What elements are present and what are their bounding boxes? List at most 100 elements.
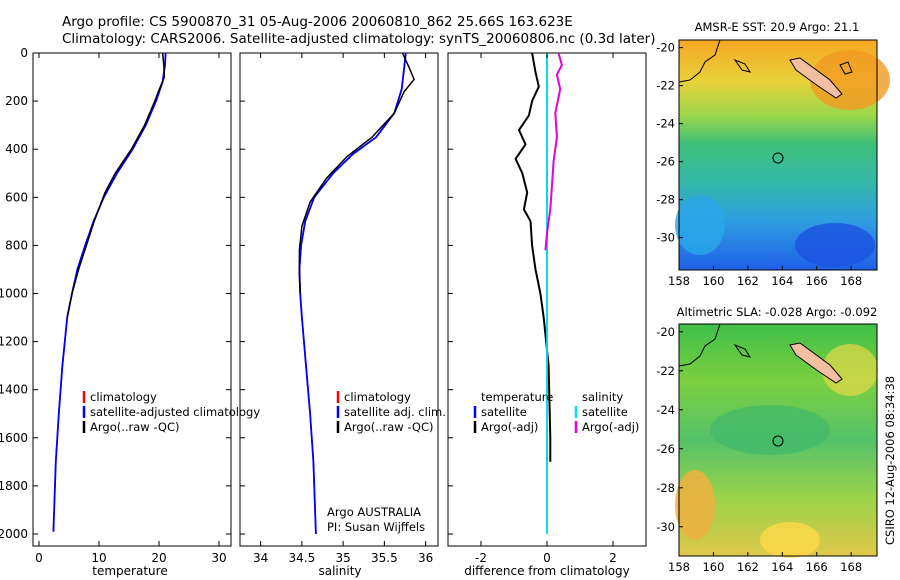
y-tick-label: 800 xyxy=(5,238,28,252)
y-tick-label: 600 xyxy=(5,190,28,204)
float-pi: PI: Susan Wijffels xyxy=(327,520,425,534)
new-caledonia-island xyxy=(789,342,843,384)
australia-coast xyxy=(678,39,721,83)
sst-float-marker xyxy=(772,152,784,164)
map-x-tick-label: 166 xyxy=(806,274,828,288)
legend-title-salinity: salinity xyxy=(582,390,623,404)
y-tick-label: 200 xyxy=(5,94,28,108)
difference-legend: temperature satellite Argo(-adj) salinit… xyxy=(473,390,639,434)
x-tick-label: 35 xyxy=(335,551,350,565)
sla-high-patch-nw xyxy=(675,470,715,540)
x-tick-label: 35.5 xyxy=(371,551,398,565)
x-tick-label: 0 xyxy=(543,551,551,565)
x-tick-label: 0 xyxy=(35,551,43,565)
y-tick-label: 0 xyxy=(20,46,28,60)
x-tick-label: 20 xyxy=(151,551,166,565)
sst-cool-patch xyxy=(675,195,725,255)
sst-cold-patch xyxy=(795,223,875,267)
temperature-axes-box xyxy=(32,52,232,547)
legend-text-satellite: satellite adj. clim. xyxy=(344,405,446,419)
map-x-tick-label: 162 xyxy=(737,274,759,288)
map-x-tick-label: 168 xyxy=(840,274,862,288)
map-x-tick-label: 164 xyxy=(771,560,793,574)
salinity-axes-box xyxy=(239,52,439,547)
map-y-tick-label: -28 xyxy=(656,481,675,495)
map-x-tick-label: 164 xyxy=(771,274,793,288)
map-x-tick-label: 160 xyxy=(702,274,724,288)
y-tick-label: 1400 xyxy=(0,383,28,397)
difference-panel: -2 0 2 difference from climatology tempera… xyxy=(447,52,647,578)
legend-text-sal-argo: Argo(-adj) xyxy=(582,420,639,434)
salinity-xlabel: salinity xyxy=(318,564,361,578)
y-tick-label: 1800 xyxy=(0,479,28,493)
x-tick-label: 36 xyxy=(418,551,433,565)
map-y-tick-label: -30 xyxy=(656,520,675,534)
legend-text-satellite: satellite-adjusted climatology xyxy=(90,405,260,419)
map-y-tick-label: -28 xyxy=(656,193,675,207)
creation-stamp: CSIRO 12-Aug-2006 08:34:38 xyxy=(883,376,897,545)
map-y-tick-label: -26 xyxy=(656,442,675,456)
difference-xlabel: difference from climatology xyxy=(464,564,630,578)
sst-map-frame xyxy=(678,39,878,271)
sst-warm-patch xyxy=(810,50,890,110)
sla-low-patch xyxy=(710,405,830,455)
map-y-tick-label: -30 xyxy=(656,231,675,245)
y-tick-label: 1200 xyxy=(0,335,28,349)
salinity-panel: 34 34.5 35 35.5 36 salinity climatology sate… xyxy=(239,52,446,578)
map-y-tick-label: -22 xyxy=(656,79,675,93)
loyalty-islands xyxy=(839,61,853,75)
sla-map-title: Altimetric SLA: -0.028 Argo: -0.092 xyxy=(677,305,878,319)
series-line-climatology xyxy=(52,52,167,532)
figure-title-line2: Climatology: CARS2006. Satellite-adjuste… xyxy=(62,31,655,47)
x-tick-label: 2 xyxy=(609,551,617,565)
series-line-climatology xyxy=(298,52,407,535)
x-tick-label: 34 xyxy=(253,551,268,565)
map-y-tick-label: -20 xyxy=(656,41,675,55)
figure-title-line1: Argo profile: CS 5900870_31 05-Aug-2006 … xyxy=(62,14,573,30)
y-tick-label: 1600 xyxy=(0,431,28,445)
salinity-legend: climatology satellite adj. clim. Argo(..… xyxy=(336,390,446,434)
legend-text-argo: Argo(..raw -QC) xyxy=(90,420,180,434)
y-tick-label: 2000 xyxy=(0,527,28,541)
temperature-legend: climatology satellite-adjusted climatolo… xyxy=(82,390,260,434)
map-x-tick-label: 160 xyxy=(702,560,724,574)
map-x-tick-label: 168 xyxy=(840,560,862,574)
legend-text-climatology: climatology xyxy=(90,390,157,404)
sla-map-frame xyxy=(678,323,878,557)
legend-text-argo: Argo(..raw -QC) xyxy=(344,420,434,434)
map-y-tick-label: -24 xyxy=(656,117,675,131)
legend-title-temperature: temperature xyxy=(481,390,553,404)
map-x-tick-label: 166 xyxy=(806,560,828,574)
legend-text-sal-satellite: satellite xyxy=(582,405,628,419)
new-caledonia-island xyxy=(789,57,843,99)
x-tick-label: 10 xyxy=(91,551,106,565)
sla-float-marker xyxy=(772,435,784,447)
legend-text-climatology: climatology xyxy=(344,390,411,404)
series-line-argo-raw-qc- xyxy=(66,52,166,318)
y-tick-label: 400 xyxy=(5,142,28,156)
map-y-tick-label: -22 xyxy=(656,364,675,378)
series-line-argo-raw-qc- xyxy=(298,52,415,294)
reef-outline xyxy=(733,58,752,73)
series-line-satellite-adj-clim- xyxy=(298,52,407,535)
series-line-satellite-adjusted-climatology xyxy=(52,52,167,532)
temperature-xlabel: temperature xyxy=(92,564,167,578)
map-y-tick-label: -26 xyxy=(656,155,675,169)
y-tick-label: 1000 xyxy=(0,286,28,300)
x-tick-label: 30 xyxy=(211,551,226,565)
sst-map: AMSR-E SST: 20.9 Argo: 21.1 -20 -22 -24 -26… xyxy=(656,20,890,288)
legend-text-temp-satellite: satellite xyxy=(481,405,527,419)
series-line-salinity-argo-adj- xyxy=(544,52,563,251)
map-y-tick-label: -24 xyxy=(656,403,675,417)
sla-map: Altimetric SLA: -0.028 Argo: -0.092 -20 -… xyxy=(656,305,878,574)
map-x-tick-label: 158 xyxy=(668,560,690,574)
temperature-panel: 0 200 400 600 800 1000 1200 1400 1600 1800 2000 0 1… xyxy=(0,46,260,578)
float-owner: Argo AUSTRALIA xyxy=(327,505,421,519)
map-x-tick-label: 158 xyxy=(668,274,690,288)
x-tick-label: -2 xyxy=(475,551,487,565)
australia-coast xyxy=(678,323,721,367)
legend-text-temp-argo: Argo(-adj) xyxy=(481,420,538,434)
sst-map-title: AMSR-E SST: 20.9 Argo: 21.1 xyxy=(695,20,860,34)
map-x-tick-label: 162 xyxy=(737,560,759,574)
